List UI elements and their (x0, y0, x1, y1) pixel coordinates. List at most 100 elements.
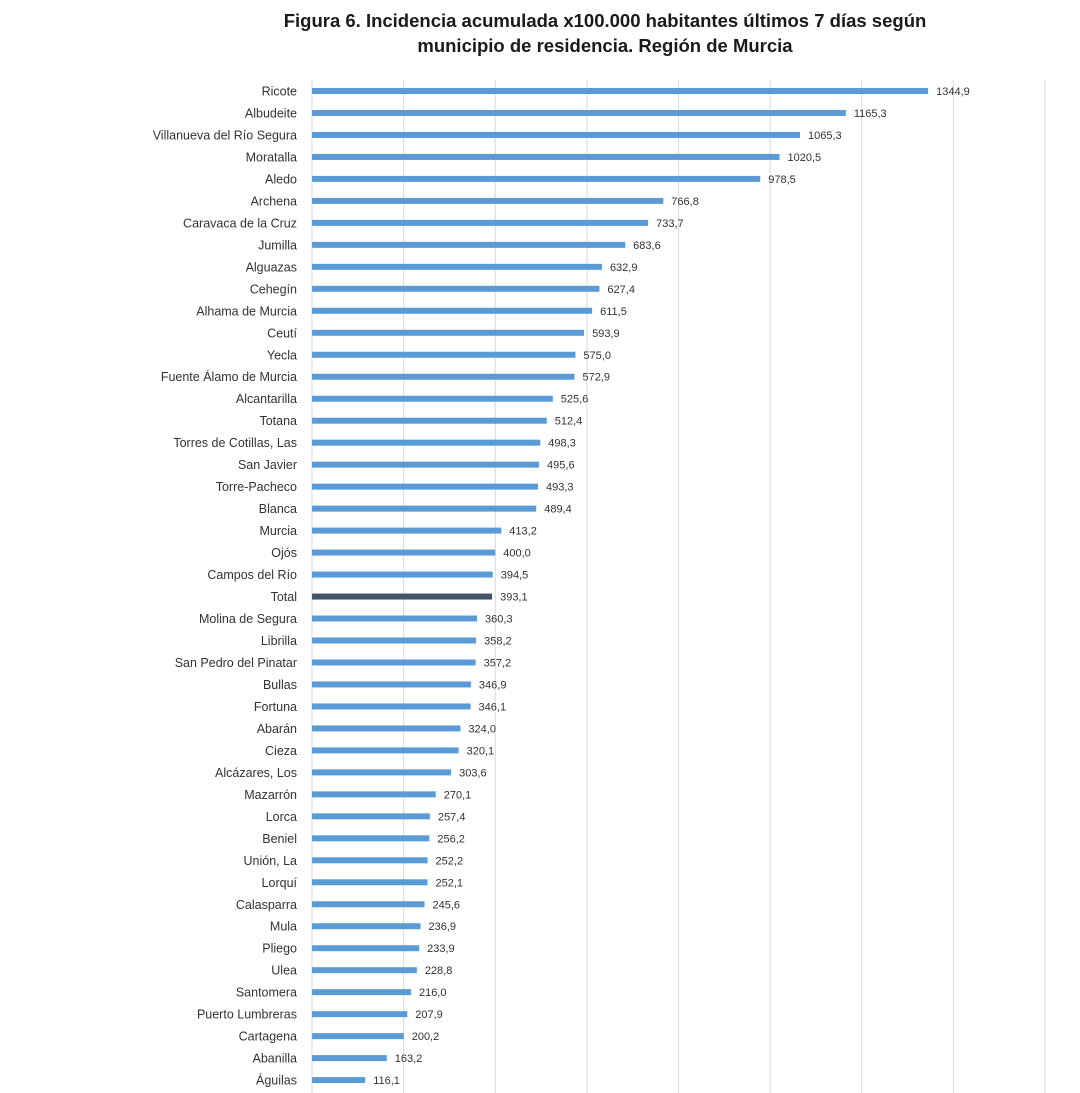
bar (312, 351, 576, 358)
bar (312, 901, 425, 908)
bar (312, 527, 502, 534)
category-label: Ricote (262, 85, 297, 99)
bar (312, 285, 600, 292)
category-label: Torres de Cotillas, Las (173, 436, 297, 450)
value-label: 257,4 (438, 811, 466, 823)
value-label: 575,0 (583, 350, 611, 362)
value-label: 245,6 (433, 899, 461, 911)
bar (312, 659, 476, 666)
category-label: Alcázares, Los (215, 766, 297, 780)
category-label: Beniel (262, 832, 297, 846)
bar (312, 791, 436, 798)
bar (312, 703, 471, 710)
value-label: 216,0 (419, 987, 447, 999)
value-label: 270,1 (444, 789, 472, 801)
bar (312, 615, 478, 622)
bar (312, 1055, 387, 1062)
category-label: Ojós (271, 546, 297, 560)
category-label: Jumilla (258, 238, 297, 252)
bar (312, 769, 452, 776)
bar (312, 835, 430, 842)
category-label: Santomera (236, 986, 297, 1000)
category-label: Archena (250, 194, 297, 208)
category-label: Murcia (259, 524, 297, 538)
value-label: 346,9 (479, 679, 507, 691)
value-label: 393,1 (500, 592, 528, 604)
bar (312, 857, 428, 864)
value-label: 394,5 (501, 570, 529, 582)
value-label: 320,1 (467, 745, 495, 757)
chart-title-line-1: Figura 6. Incidencia acumulada x100.000 … (283, 10, 927, 31)
category-label: Yecla (267, 348, 297, 362)
bar (312, 88, 929, 94)
category-labels: Ricote Albudeite Villanueva del Río Segura… (153, 85, 298, 1088)
category-label: Cartagena (239, 1030, 297, 1044)
category-label: Cehegín (250, 282, 297, 296)
value-label: 766,8 (671, 196, 699, 208)
bar (312, 241, 626, 248)
value-label: 632,9 (610, 262, 638, 274)
category-label: Puerto Lumbreras (197, 1008, 297, 1022)
value-label: 493,3 (546, 482, 574, 494)
category-label: Lorca (266, 810, 297, 824)
bar (312, 1077, 366, 1084)
category-label: Mula (270, 920, 297, 934)
category-label: Abanilla (253, 1052, 298, 1066)
category-label: Fortuna (254, 700, 297, 714)
value-label: 525,6 (561, 394, 589, 406)
value-label: 252,1 (435, 877, 463, 889)
bar (312, 747, 459, 754)
bar (312, 483, 538, 490)
value-label: 733,7 (656, 218, 684, 230)
value-label: 207,9 (415, 1009, 443, 1021)
category-label: Caravaca de la Cruz (183, 216, 297, 230)
value-label: 611,5 (600, 306, 627, 318)
bar (312, 439, 541, 446)
bar (312, 373, 575, 380)
value-label: 1344,9 (936, 86, 970, 98)
bar (312, 967, 417, 974)
value-label: 512,4 (555, 416, 583, 428)
value-label: 236,9 (429, 921, 457, 933)
value-label: 978,5 (768, 174, 796, 186)
category-label: San Pedro del Pinatar (175, 656, 297, 670)
value-label: 116,1 (373, 1075, 400, 1087)
value-label: 358,2 (484, 636, 512, 648)
bar (312, 989, 411, 996)
category-label: Campos del Río (207, 568, 297, 582)
bar (312, 307, 593, 314)
category-label: Fuente Álamo de Murcia (161, 369, 297, 384)
bar (312, 197, 664, 204)
category-label: Torre-Pacheco (216, 480, 297, 494)
category-label: Librilla (261, 634, 297, 648)
value-label: 228,8 (425, 965, 453, 977)
value-label: 400,0 (503, 548, 531, 560)
category-label: Total (271, 590, 297, 604)
bar (312, 153, 780, 160)
value-label: 360,3 (485, 614, 513, 626)
value-label: 346,1 (479, 701, 507, 713)
value-label: 1065,3 (808, 130, 842, 142)
bar (312, 813, 430, 820)
category-label: Blanca (259, 502, 297, 516)
value-label: 1165,3 (854, 108, 887, 120)
bar (312, 1011, 408, 1018)
bar (312, 549, 496, 556)
category-label: Unión, La (243, 854, 297, 868)
chart-title-line-2: municipio de residencia. Región de Murci… (417, 35, 793, 56)
value-label: 572,9 (582, 372, 610, 384)
category-label: Moratalla (246, 150, 297, 164)
bar (312, 175, 761, 182)
bar (312, 219, 649, 226)
bar (312, 109, 846, 116)
category-label: Alcantarilla (236, 392, 297, 406)
value-label: 495,6 (547, 460, 575, 472)
bar (312, 131, 801, 138)
category-label: Ulea (271, 964, 297, 978)
bar (312, 637, 477, 644)
value-label: 593,9 (592, 328, 620, 340)
value-labels: 1344,9 1165,3 1065,3 1020,5 978,5 766,8 733,7 6… (373, 86, 970, 1087)
value-label: 683,6 (633, 240, 661, 252)
bar (312, 505, 537, 512)
bar (312, 725, 461, 732)
